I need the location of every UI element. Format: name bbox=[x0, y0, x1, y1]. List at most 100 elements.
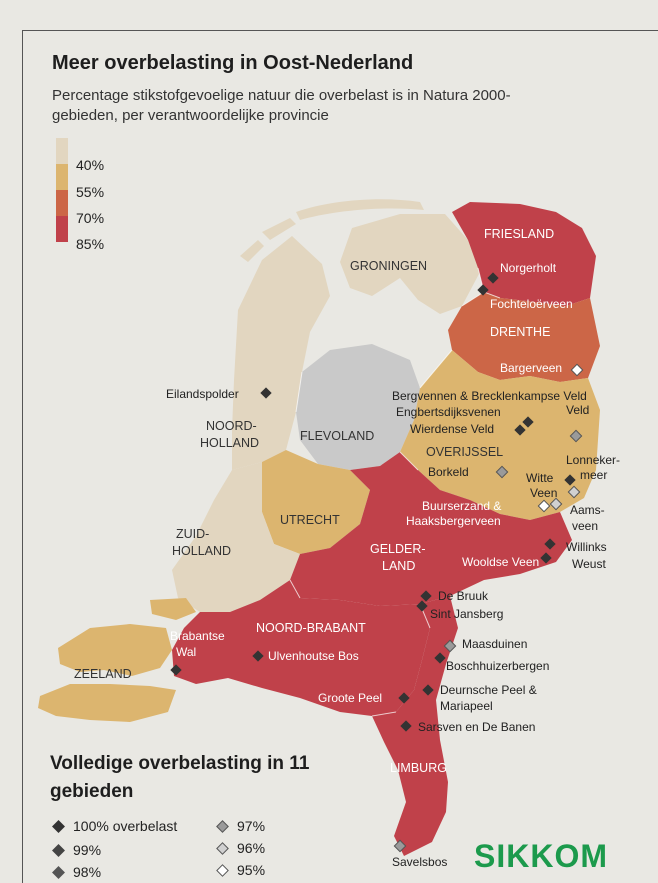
label-overijssel: OVERIJSSEL bbox=[426, 445, 503, 459]
area-label-deurnsche-peel-2: Mariapeel bbox=[440, 699, 493, 713]
area-label-eilandspolder: Eilandspolder bbox=[166, 387, 239, 401]
marker-de-bruuk: De Bruuk bbox=[420, 589, 489, 603]
legend-swatch-70 bbox=[56, 190, 68, 216]
label-gelderland-1: GELDER- bbox=[370, 542, 426, 556]
marker-groote-peel: Groote Peel bbox=[318, 691, 410, 705]
marker-witte-veen: Witte Veen bbox=[526, 471, 563, 511]
color-legend bbox=[56, 138, 68, 242]
marker-norgerholt: Norgerholt bbox=[487, 261, 557, 284]
legend-label-55: 55% bbox=[76, 184, 105, 200]
label-noord-holland-1: NOORD- bbox=[206, 419, 257, 433]
area-label-aamsveen-2: veen bbox=[572, 519, 598, 533]
map-title: Meer overbelasting in Oost-Nederland bbox=[52, 52, 414, 74]
area-label-borkeld: Borkeld bbox=[428, 465, 469, 479]
legend-swatch-40 bbox=[56, 138, 68, 164]
province-zuid-holland bbox=[172, 462, 300, 612]
area-label-bargerveen: Bargerveen bbox=[500, 361, 562, 375]
diamond-97-icon bbox=[216, 819, 229, 833]
area-label-wooldse-veen: Wooldse Veen bbox=[462, 555, 539, 569]
key-100: 100% overbelast bbox=[52, 818, 177, 834]
key-label-99: 99% bbox=[73, 842, 102, 858]
legend-label-85: 85% bbox=[76, 236, 105, 252]
area-label-fochteloerveen: Fochteloërveen bbox=[490, 297, 573, 311]
marker-bargerveen: Bargerveen bbox=[500, 361, 584, 377]
area-label-witte-veen-2: Veen bbox=[530, 486, 557, 500]
label-flevoland: FLEVOLAND bbox=[300, 429, 374, 443]
chart-frame bbox=[22, 30, 658, 883]
marker-wooldse-veen: Wooldse Veen bbox=[462, 552, 552, 569]
province-flevoland bbox=[296, 344, 420, 470]
province-noord-brabant bbox=[172, 580, 430, 716]
area-label-lonnekermeer-2: meer bbox=[580, 468, 607, 482]
marker-savelsbos: Savelsbos bbox=[392, 839, 447, 869]
legend-swatch-55 bbox=[56, 164, 68, 190]
label-zeeland: ZEELAND bbox=[74, 667, 132, 681]
label-groningen: GRONINGEN bbox=[350, 259, 427, 273]
diamond-99-icon bbox=[52, 843, 65, 857]
area-label-lonnekermeer-1: Lonneker- bbox=[566, 453, 620, 467]
marker-lonnekermeer: Lonneker- meer bbox=[564, 453, 620, 486]
province-utrecht bbox=[262, 450, 370, 554]
area-label-buurserzand-2: Haaksbergerveen bbox=[406, 514, 501, 528]
key-96: 96% bbox=[216, 840, 266, 856]
marker-bergvennen: Bergvennen & Brecklenkampse Veld bbox=[392, 389, 587, 443]
province-drenthe bbox=[448, 292, 600, 382]
marker-willinks-weust: Willinks Weust bbox=[544, 538, 607, 571]
key-label-97: 97% bbox=[237, 818, 266, 834]
wadden-islands bbox=[240, 199, 424, 262]
area-label-savelsbos: Savelsbos bbox=[392, 855, 447, 869]
map-subtitle: Percentage stikstofgevoelige natuur die … bbox=[52, 87, 511, 124]
marker-engbertsdijksvenen: Engbertsdijksvenen bbox=[396, 405, 534, 428]
area-label-bergvennen: Bergvennen & Brecklenkampse Veld bbox=[392, 389, 587, 403]
label-gelderland-2: LAND bbox=[382, 559, 415, 573]
area-label-maasduinen: Maasduinen bbox=[462, 637, 527, 651]
marker-buurserzand: Buurserzand & Haaksbergerveen bbox=[406, 499, 551, 528]
province-friesland bbox=[452, 202, 596, 306]
key-label-96: 96% bbox=[237, 840, 266, 856]
overload-title: Volledige overbelasting in 11 gebieden bbox=[50, 753, 310, 802]
marker-deurnsche-peel: Deurnsche Peel & Mariapeel bbox=[422, 683, 537, 713]
area-label-deurnsche-peel-1: Deurnsche Peel & bbox=[440, 683, 537, 697]
label-utrecht: UTRECHT bbox=[280, 513, 340, 527]
province-zeeland bbox=[38, 598, 196, 722]
marker-fochteloerveen: Fochteloërveen bbox=[477, 284, 573, 311]
label-limburg: LIMBURG bbox=[390, 761, 447, 775]
marker-sarsven: Sarsven en De Banen bbox=[400, 720, 535, 734]
area-label-wierdense-veld: Wierdense Veld bbox=[410, 422, 494, 436]
key-98: 98% bbox=[52, 864, 102, 880]
marker-brabantse-wal: Brabantse Wal bbox=[170, 629, 225, 676]
label-friesland: FRIESLAND bbox=[484, 227, 554, 241]
marker-aamsveen: Aams- veen bbox=[567, 485, 605, 533]
key-99: 99% bbox=[52, 842, 102, 858]
diamond-100-icon bbox=[52, 819, 65, 833]
province-groningen bbox=[340, 214, 480, 314]
area-label-sarsven: Sarsven en De Banen bbox=[418, 720, 535, 734]
label-noord-holland-2: HOLLAND bbox=[200, 436, 259, 450]
marker-boschhuizerbergen: Boschhuizerbergen bbox=[434, 652, 549, 673]
legend-label-40: 40% bbox=[76, 157, 105, 173]
label-noord-brabant: NOORD-BRABANT bbox=[256, 621, 366, 635]
area-label-veld: Veld bbox=[566, 403, 589, 417]
key-label-98: 98% bbox=[73, 864, 102, 880]
area-label-engbertsdijksvenen: Engbertsdijksvenen bbox=[396, 405, 501, 419]
key-95: 95% bbox=[216, 862, 266, 878]
province-noord-holland bbox=[232, 236, 330, 470]
marker-wierdense-veld: Wierdense Veld bbox=[410, 422, 526, 436]
province-limburg bbox=[372, 596, 458, 856]
province-overijssel bbox=[400, 350, 600, 520]
diamond-98-icon bbox=[52, 865, 65, 879]
marker-ulvenhoutse-bos: Ulvenhoutse Bos bbox=[252, 649, 359, 663]
area-label-boschhuizerbergen: Boschhuizerbergen bbox=[446, 659, 549, 673]
diamond-95-icon bbox=[216, 863, 229, 877]
area-label-groote-peel: Groote Peel bbox=[318, 691, 382, 705]
key-label-95: 95% bbox=[237, 862, 266, 878]
key-97: 97% bbox=[216, 818, 266, 834]
label-zuid-holland-1: ZUID- bbox=[176, 527, 209, 541]
area-label-brabantse-wal-2: Wal bbox=[176, 645, 196, 659]
diamond-96-icon bbox=[216, 841, 229, 855]
label-zuid-holland-2: HOLLAND bbox=[172, 544, 231, 558]
area-label-witte-veen-1: Witte bbox=[526, 471, 554, 485]
area-label-norgerholt: Norgerholt bbox=[500, 261, 557, 275]
area-label-sint-jansberg: Sint Jansberg bbox=[430, 607, 503, 621]
